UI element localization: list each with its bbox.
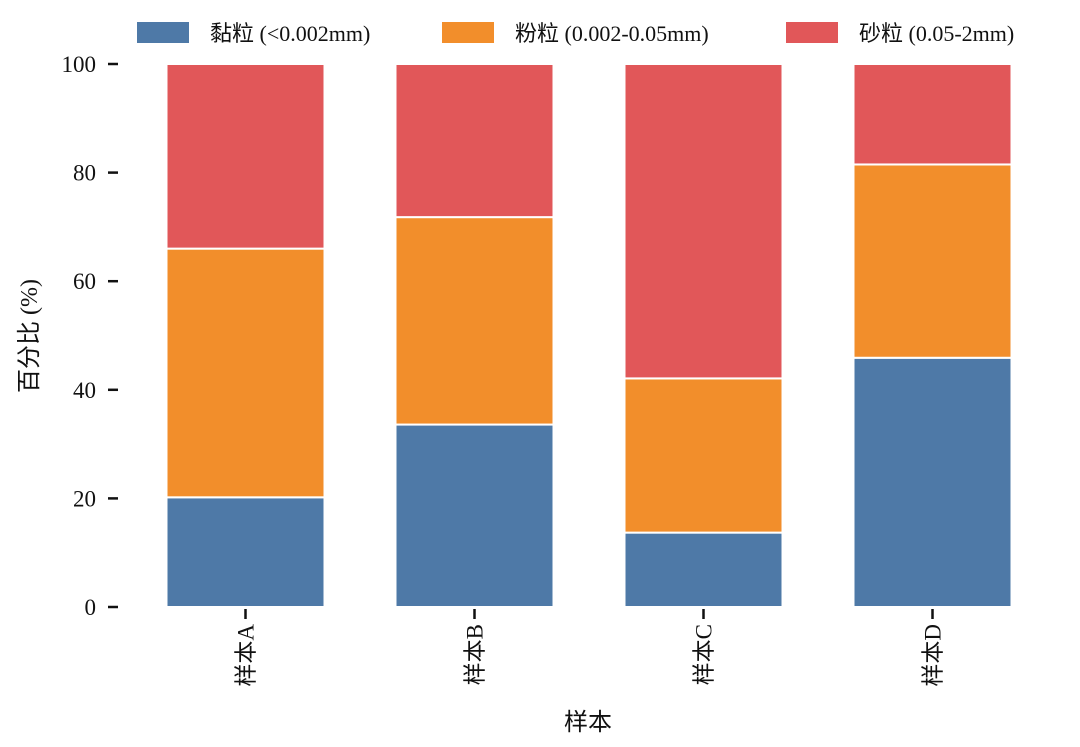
y-tick-label: 20	[73, 486, 96, 511]
bar-segment-3-1	[165, 63, 326, 250]
x-tick-label: 样本C	[692, 624, 717, 685]
bar-segment-1-3	[623, 531, 784, 609]
legend: 黏粒 (<0.002mm) 粉粒 (0.002-0.05mm) 砂粒 (0.05-2…	[137, 21, 1014, 46]
y-tick-label: 0	[85, 595, 97, 620]
legend-label-2: 粉粒 (0.002-0.05mm)	[515, 21, 709, 46]
legend-swatch-2	[442, 22, 494, 43]
bar-segment-2-1	[165, 247, 326, 499]
bar-segment-3-3	[623, 63, 784, 380]
y-tick-label: 60	[73, 269, 96, 294]
bar-segment-1-2	[394, 423, 555, 608]
bar-segment-1-4	[852, 356, 1013, 608]
bar-segment-3-4	[852, 63, 1013, 166]
legend-label-3: 砂粒 (0.05-2mm)	[859, 21, 1014, 46]
bar-segment-3-2	[394, 63, 555, 219]
bar-segment-2-2	[394, 216, 555, 426]
legend-swatch-3	[786, 22, 838, 43]
bar-segment-2-4	[852, 163, 1013, 359]
y-tick-label: 80	[73, 161, 96, 186]
bar-segment-2-3	[623, 377, 784, 534]
x-tick-label: 样本B	[463, 624, 488, 685]
x-tick-label: 样本A	[234, 624, 259, 687]
bar-segment-1-1	[165, 496, 326, 608]
bars	[165, 63, 1013, 609]
y-axis: 0 20 40 60 80 100	[62, 52, 118, 620]
y-tick-label: 100	[62, 52, 97, 77]
legend-swatch-1	[137, 22, 189, 43]
x-axis-title: 样本	[564, 709, 612, 736]
y-axis-title: 百分比 (%)	[16, 279, 43, 393]
y-tick-label: 40	[73, 378, 96, 403]
legend-label-1: 黏粒 (<0.002mm)	[210, 21, 370, 46]
x-tick-label: 样本D	[921, 624, 946, 687]
x-axis: 样本A 样本B 样本C 样本D	[234, 609, 946, 687]
